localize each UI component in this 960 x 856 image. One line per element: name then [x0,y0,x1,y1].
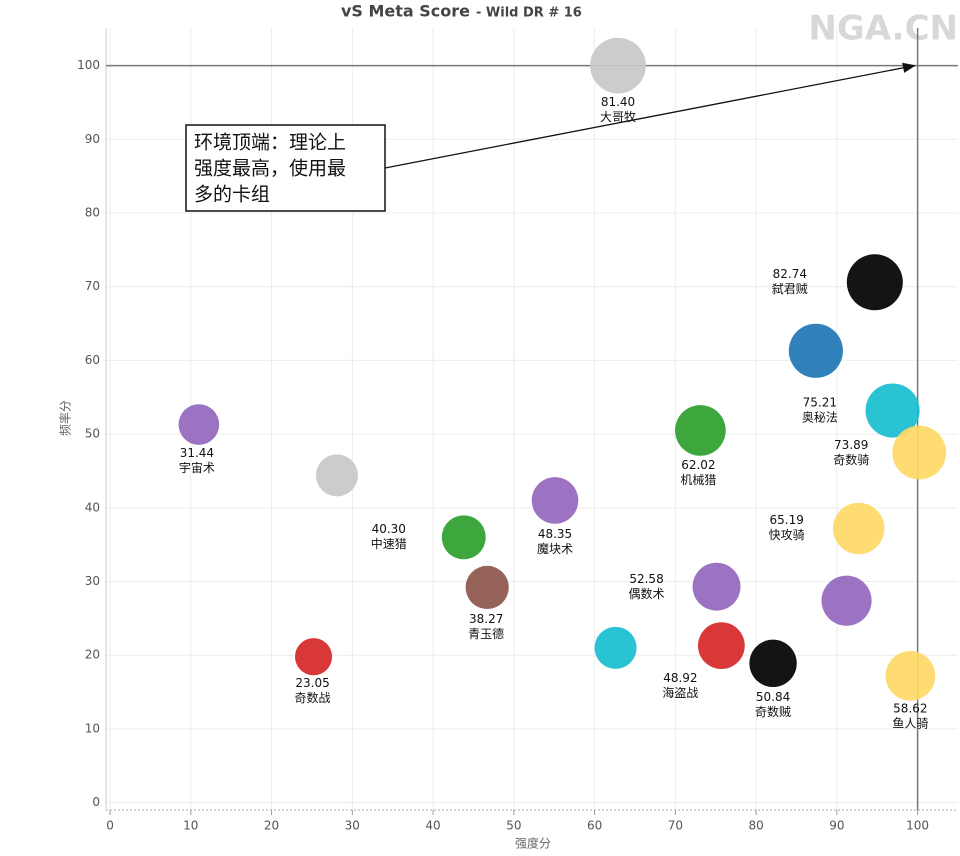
y-tick-label: 100 [77,58,100,72]
size-label: 50.84 [756,690,790,704]
point-label: 奥秘法 [802,410,838,424]
x-axis-label: 强度分 [515,836,551,851]
x-tick-label: 40 [425,819,440,833]
bubble [590,37,646,94]
point-label: 快攻骑 [769,528,805,542]
point-label: 中速猎 [371,536,407,551]
point-label: 机械猎 [680,472,716,487]
x-tick-label: 80 [748,819,763,833]
point-label: 弑君贼 [772,281,808,296]
y-tick-label: 80 [85,205,100,219]
y-tick-label: 30 [85,574,100,588]
size-label: 40.30 [372,522,406,536]
y-axis-label: 频率分 [58,400,73,436]
chart-title: vS Meta Score [341,2,470,21]
bubble [846,254,903,311]
point-label: 海盗战 [662,685,698,700]
bubble [788,323,843,378]
bubble [441,515,486,560]
size-label: 23.05 [295,676,329,690]
point-label: 大哥牧 [600,110,636,124]
bubble [821,575,872,626]
annotation-text: 环境顶端：理论上 [194,132,346,154]
size-label: 38.27 [469,612,503,626]
point-label: 宇宙术 [179,460,215,475]
annotation-text: 强度最高，使用最 [194,158,346,180]
point-label: 青玉德 [468,626,504,641]
bubble [178,404,220,445]
x-tick-label: 50 [506,819,521,833]
y-tick-label: 60 [85,353,100,367]
bubble [531,477,579,524]
y-tick-label: 70 [85,279,100,293]
y-tick-label: 10 [85,721,100,735]
bubble [832,502,885,555]
size-label: 75.21 [803,395,837,409]
x-tick-label: 0 [106,819,114,833]
x-tick-label: 10 [183,819,198,833]
size-label: 48.35 [538,527,572,541]
x-tick-label: 60 [587,819,602,833]
size-label: 62.02 [681,458,715,472]
watermark: NGA.CN [808,9,958,49]
point-label: 奇数战 [295,690,331,705]
y-tick-label: 0 [92,795,100,809]
bubble [749,639,797,688]
annotation-text: 多的卡组 [194,184,270,206]
size-label: 65.19 [769,513,803,527]
y-tick-label: 90 [85,132,100,146]
size-label: 81.40 [601,95,635,109]
annotation-box [185,124,386,212]
bubble [692,562,741,611]
x-tick-label: 100 [906,819,929,833]
bubble [865,383,920,438]
size-label: 48.92 [663,671,697,685]
bubble [594,626,637,669]
size-label: 52.58 [629,572,663,586]
point-label: 奇数贼 [755,704,791,719]
x-tick-label: 70 [668,819,683,833]
point-label: 魔块术 [537,541,573,556]
x-tick-label: 90 [829,819,844,833]
x-tick-label: 30 [345,819,360,833]
bubble [697,622,745,670]
size-label: 58.62 [893,701,927,715]
bubble [675,405,726,456]
x-tick-label: 20 [264,819,279,833]
y-tick-label: 50 [85,427,100,441]
bubble [885,651,936,701]
y-tick-label: 20 [85,648,100,662]
chart-subtitle: - Wild DR # 16 [476,6,582,21]
size-label: 73.89 [834,438,868,452]
y-tick-label: 40 [85,500,100,514]
point-label: 鱼人骑 [892,716,928,730]
point-label: 奇数骑 [833,452,869,467]
size-label: 82.74 [773,267,807,281]
point-label: 偶数术 [629,586,665,601]
bubble [294,638,333,676]
bubble [892,425,947,480]
bubble [315,454,358,497]
size-label: 31.44 [180,446,214,460]
annotation-arrow [384,62,916,169]
bubble [465,565,509,610]
